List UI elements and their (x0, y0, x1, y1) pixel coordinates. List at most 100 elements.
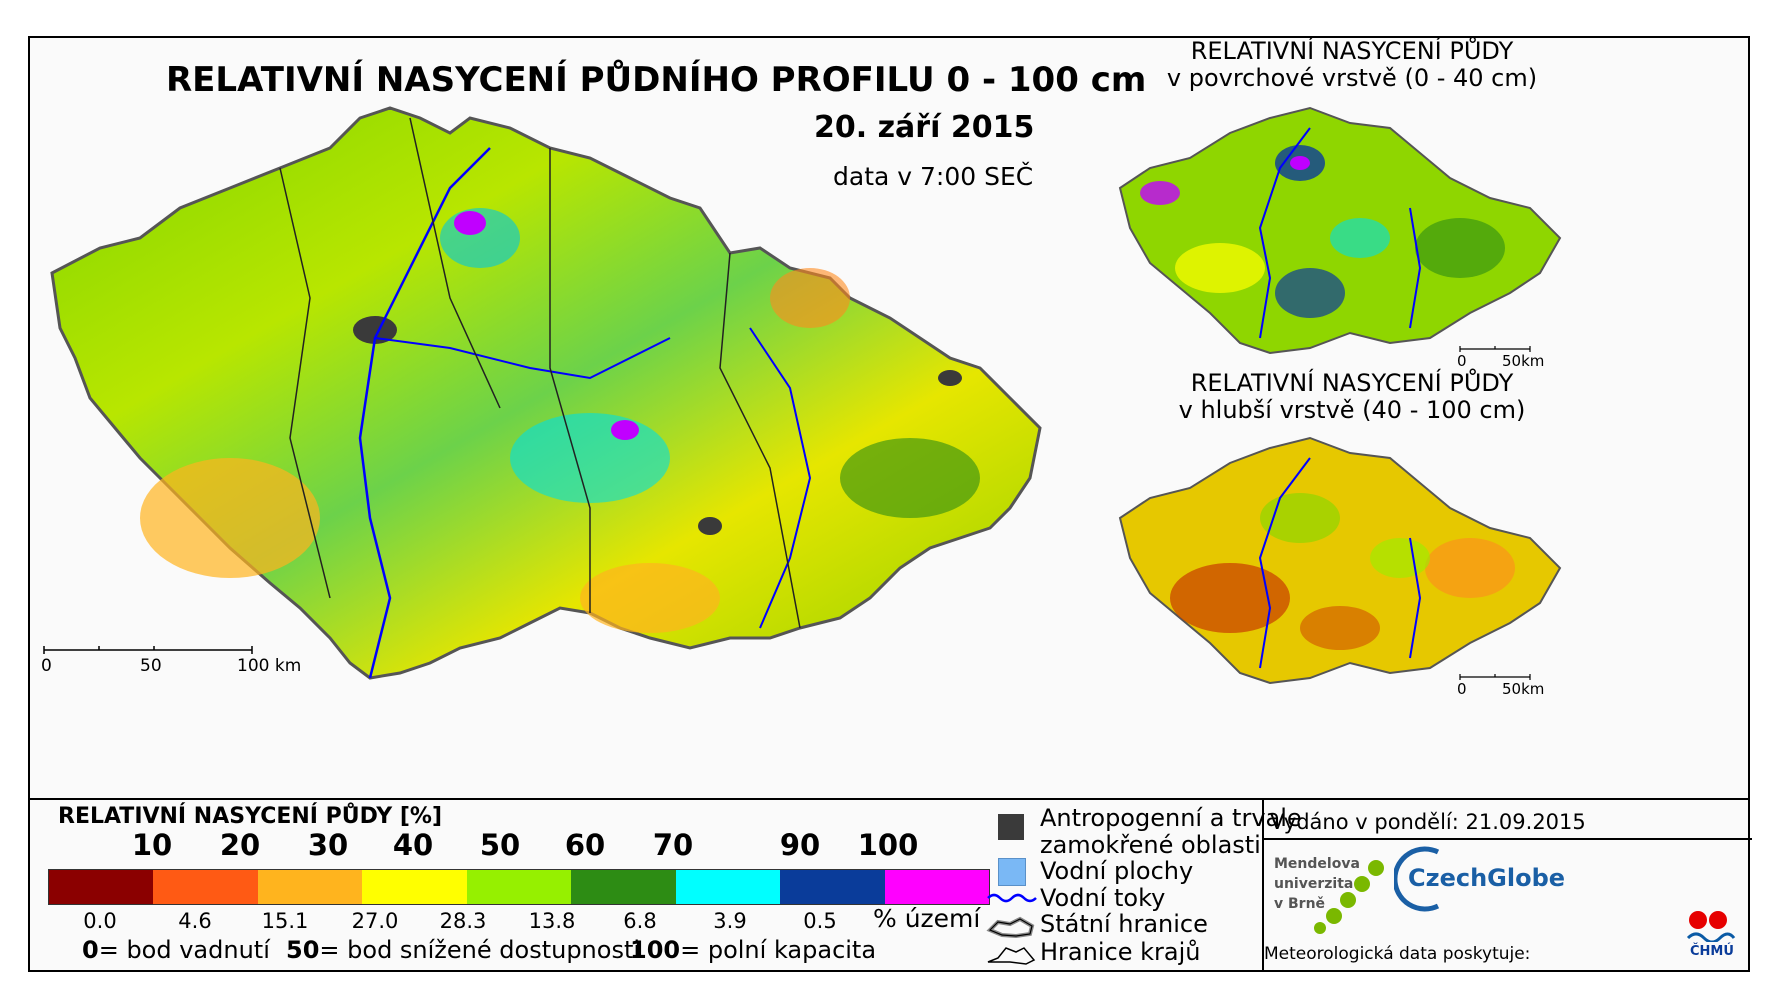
anthropogenic-label-1: Antropogenní a trvale (1040, 804, 1302, 832)
definition-50-num: 50 (286, 936, 320, 964)
area-pct-0: 0.0 (83, 909, 117, 933)
threshold-30: 30 (307, 828, 349, 862)
area-pct-6: 6.8 (623, 909, 657, 933)
area-pct-4: 28.3 (439, 909, 487, 933)
definition-100-text: = polní kapacita (680, 936, 877, 964)
definition-100-num: 100 (630, 936, 681, 964)
swatch-10-20 (153, 870, 258, 904)
swatch-90-100 (884, 870, 989, 904)
inset-bottom-title: RELATIVNÍ NASYCENÍ PŮDY v hlubší vrstvě … (1152, 370, 1552, 424)
green-zone (1370, 538, 1430, 578)
area-pct-5: 13.8 (528, 909, 576, 933)
state-border-symbol (986, 916, 1035, 939)
swatch-50-60 (571, 870, 676, 904)
legend-title: RELATIVNÍ NASYCENÍ PŮDY [%] (58, 804, 443, 829)
orange-zone (580, 563, 720, 633)
chmu-logo-icon (1686, 911, 1736, 942)
state-border-label: Státní hranice (1040, 910, 1208, 938)
swatch-20-30 (257, 870, 363, 904)
area-pct-8: 0.5 (803, 909, 837, 933)
river-symbol (987, 893, 1037, 903)
dark-green-zone (840, 438, 980, 518)
water-body-swatch (998, 858, 1026, 886)
chmu-logo-text: ČHMÚ (1690, 944, 1734, 959)
czechglobe-logo-text: CzechGlobe (1408, 864, 1566, 892)
swatch-70-90 (780, 870, 885, 904)
issued-date: Vydáno v pondělí: 21.09.2015 (1270, 810, 1586, 834)
magenta-zone (1140, 181, 1180, 205)
orange-zone (770, 268, 850, 328)
swatch-30-40 (362, 870, 467, 904)
yellow-zone (1175, 243, 1265, 293)
mendel-line1: Mendelova (1274, 856, 1360, 872)
river (1258, 457, 1422, 669)
inset-bottom-map (1118, 436, 1562, 685)
threshold-50: 50 (479, 828, 521, 862)
scalebar-top-0: 0 (1457, 352, 1467, 370)
river-label: Vodní toky (1040, 884, 1166, 912)
swatch-0-10 (49, 870, 154, 904)
info-separator (1262, 800, 1264, 972)
threshold-20: 20 (219, 828, 261, 862)
mendel-line2: univerzita (1274, 876, 1354, 892)
water-body-label: Vodní plochy (1040, 857, 1194, 885)
region-border-label: Hranice krajů (1040, 938, 1201, 966)
red-zone (1170, 563, 1290, 633)
city-area (353, 316, 397, 344)
definition-50-text: = bod snížené dostupnosti (319, 936, 641, 964)
info-divider (1262, 838, 1752, 840)
definition-0: 0= bod vadnutí (82, 936, 270, 964)
city-area (698, 517, 722, 535)
scalebar-main-100: 100 km (237, 656, 302, 676)
blue-zone (1275, 268, 1345, 318)
definition-0-text: = bod vadnutí (98, 936, 270, 964)
region-border-symbol (987, 947, 1036, 965)
cyan-zone (1330, 218, 1390, 258)
red-zone (1300, 606, 1380, 650)
map-time: data v 7:00 SEČ (833, 162, 1034, 191)
cyan-zone (510, 413, 670, 503)
met-data-provider: Meteorologická data poskytuje: (1264, 944, 1531, 964)
scalebar-bottom-0: 0 (1457, 680, 1467, 698)
dark-green-zone (1415, 218, 1505, 278)
legend-divider (30, 798, 1748, 800)
swatch-40-50 (466, 870, 572, 904)
area-pct-3: 27.0 (351, 909, 399, 933)
inset-top-title-line1: RELATIVNÍ NASYCENÍ PŮDY (1190, 37, 1514, 65)
orange-zone (1425, 538, 1515, 598)
scalebar-main-0: 0 (41, 656, 52, 676)
czechglobe-logo-icon (1394, 846, 1440, 912)
inset-bottom-title-line1: RELATIVNÍ NASYCENÍ PŮDY (1190, 369, 1514, 397)
mendel-line3: v Brně (1274, 896, 1326, 912)
mendel-logo-icon (1314, 860, 1384, 934)
threshold-40: 40 (392, 828, 434, 862)
inset-top-title: RELATIVNÍ NASYCENÍ PŮDY v povrchové vrst… (1152, 38, 1552, 92)
color-scale (48, 869, 990, 905)
definition-0-num: 0 (82, 936, 99, 964)
mendel-logo-text: Mendelova univerzita v Brně (1274, 854, 1360, 914)
threshold-60: 60 (564, 828, 606, 862)
definition-100: 100= polní kapacita (630, 936, 876, 964)
scalebar-top-50: 50km (1502, 352, 1545, 370)
area-unit: % území (873, 904, 981, 933)
magenta-zone (454, 211, 486, 235)
definition-50: 50= bod snížené dostupnosti (286, 936, 640, 964)
orange-zone (140, 458, 320, 578)
scalebar-main (43, 646, 253, 654)
swatch-60-70 (675, 870, 781, 904)
threshold-90: 90 (779, 828, 821, 862)
river (358, 147, 491, 679)
area-pct-1: 4.6 (178, 909, 212, 933)
scalebar-top (1459, 346, 1531, 352)
map-date: 20. září 2015 (814, 110, 1035, 145)
city-area (938, 370, 962, 386)
anthropogenic-label-2: zamokřené oblasti (1040, 831, 1261, 859)
inset-top-title-line2: v povrchové vrstvě (0 - 40 cm) (1166, 64, 1538, 92)
czech-outline-main (50, 106, 1042, 680)
anthropogenic-swatch (998, 814, 1024, 840)
threshold-70: 70 (652, 828, 694, 862)
threshold-10: 10 (131, 828, 173, 862)
river (1258, 127, 1422, 339)
region-border (279, 117, 801, 629)
river (749, 327, 812, 629)
